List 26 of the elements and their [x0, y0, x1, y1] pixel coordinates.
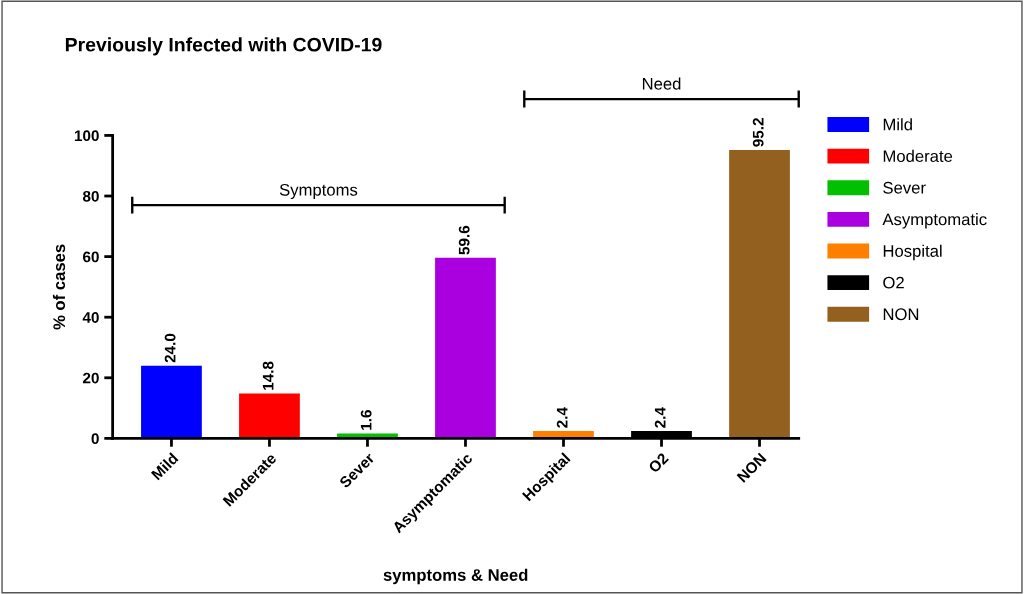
- legend-label: Moderate: [883, 149, 953, 163]
- annotation: Symptoms: [279, 183, 358, 200]
- x-tick-label: O2: [647, 452, 670, 474]
- data-label: 1.6: [360, 410, 372, 430]
- data-label: 95.2: [752, 118, 764, 147]
- data-label: 2.4: [556, 407, 568, 428]
- chart-title: Previously Infected with COVID-19: [65, 37, 382, 56]
- legend-label: Asymptomatic: [882, 213, 987, 229]
- data-label: 24.0: [164, 333, 176, 363]
- y-tick-label: 100: [74, 130, 99, 142]
- y-tick-label: 60: [83, 251, 99, 263]
- legend-label: Mild: [883, 118, 912, 131]
- text: Need: [642, 77, 681, 90]
- y-tick-label: 0: [91, 433, 99, 445]
- legend-label: Hospital: [883, 244, 942, 261]
- legend-label: O2: [883, 276, 904, 289]
- data-label: 59.6: [458, 225, 470, 255]
- y-tick-label: 20: [82, 372, 99, 384]
- data-label: 2.4: [654, 407, 666, 428]
- y-tick-label: 40: [82, 312, 99, 323]
- data-label: 14.8: [262, 361, 274, 390]
- y-axis-title: % of cases: [52, 244, 66, 330]
- x-axis-title: symptoms & Need: [383, 568, 528, 585]
- legend-label: NON: [883, 308, 919, 321]
- y-tick-label: 80: [82, 190, 99, 202]
- legend-label: Sever: [883, 181, 926, 194]
